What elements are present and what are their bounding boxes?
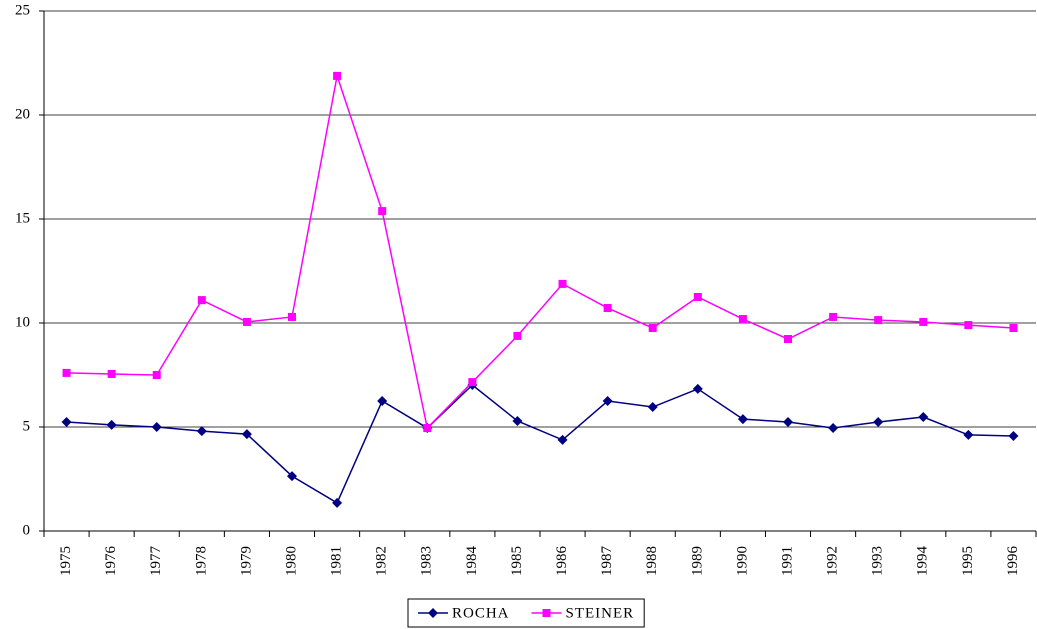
x-tick-label: 1996 (1005, 546, 1021, 577)
marker (918, 412, 929, 423)
x-tick-label: 1985 (509, 546, 525, 576)
x-tick-label: 1992 (825, 546, 841, 576)
marker (333, 71, 342, 80)
marker (963, 429, 974, 440)
x-tick-label: 1984 (464, 546, 480, 577)
marker (692, 383, 703, 394)
marker (602, 396, 613, 406)
marker (242, 317, 251, 326)
x-tick-label: 1983 (419, 546, 435, 576)
x-tick-label: 1980 (283, 546, 299, 576)
marker (542, 609, 551, 617)
x-tick-label: 1975 (58, 546, 74, 576)
marker (377, 396, 388, 406)
series-line (66, 383, 1014, 504)
marker (919, 317, 928, 326)
x-tick-label: 1981 (329, 546, 345, 576)
marker (829, 312, 838, 321)
x-tick-label: 1987 (599, 546, 615, 577)
marker (737, 414, 748, 425)
y-tick-label: 15 (15, 210, 30, 226)
marker (558, 279, 567, 288)
marker (873, 417, 884, 428)
marker (288, 312, 296, 321)
marker (693, 293, 702, 301)
marker (828, 423, 839, 434)
marker (332, 497, 343, 508)
marker (512, 415, 523, 426)
x-tick-label: 1976 (103, 546, 119, 577)
marker (106, 419, 117, 430)
x-tick-label: 1988 (644, 546, 660, 576)
x-tick-label: 1991 (779, 546, 795, 576)
legend: ROCHA STEINER (407, 598, 645, 628)
x-tick-label: 1979 (238, 546, 254, 576)
marker (513, 331, 522, 340)
y-tick-label: 25 (15, 2, 30, 18)
marker (378, 207, 387, 216)
y-tick-label: 10 (15, 314, 30, 330)
marker (738, 315, 747, 324)
marker (874, 316, 883, 325)
x-tick-label: 1995 (960, 546, 976, 576)
marker (152, 371, 161, 379)
y-tick-label: 20 (15, 106, 30, 122)
marker (197, 296, 206, 305)
y-tick-label: 5 (23, 418, 31, 434)
marker (428, 608, 438, 618)
x-tick-label: 1990 (734, 546, 750, 576)
marker (783, 417, 793, 428)
marker (196, 426, 207, 437)
marker (647, 402, 658, 413)
x-tick-label: 1978 (193, 546, 209, 576)
x-tick-label: 1989 (689, 546, 705, 576)
marker (423, 424, 432, 433)
legend-label: ROCHA (452, 605, 510, 621)
marker (648, 323, 657, 332)
marker (61, 417, 72, 428)
x-tick-label: 1994 (915, 546, 931, 577)
marker (964, 321, 973, 330)
marker (241, 429, 252, 440)
marker (784, 335, 792, 344)
marker (1009, 323, 1018, 332)
y-tick-label: 0 (23, 522, 31, 538)
x-tick-label: 1982 (374, 546, 390, 576)
x-tick-label: 1993 (870, 546, 886, 576)
series-line (66, 72, 1014, 430)
marker (1008, 430, 1019, 441)
x-tick-label: 1977 (148, 546, 164, 577)
x-tick-label: 1986 (554, 546, 570, 577)
marker (287, 471, 297, 482)
marker (468, 378, 477, 387)
marker (151, 422, 162, 432)
marker (557, 434, 568, 445)
legend-label: STEINER (566, 605, 635, 621)
marker (62, 368, 71, 377)
marker (107, 369, 116, 378)
marker (603, 304, 612, 313)
